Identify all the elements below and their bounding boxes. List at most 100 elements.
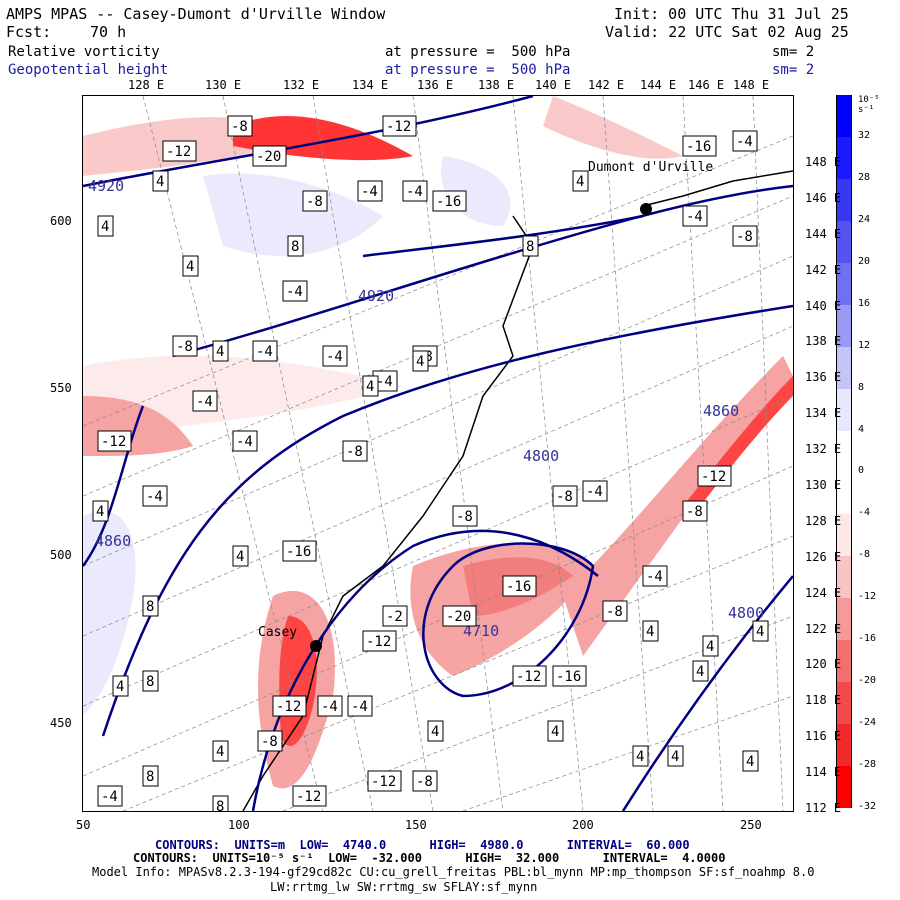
vorticity-label-box	[142, 485, 168, 507]
height-contour-label: 4920	[358, 287, 394, 305]
colorbar-segment	[836, 95, 852, 138]
vorticity-label-box	[172, 335, 198, 357]
vorticity-label-box	[382, 115, 417, 137]
colorbar-label: 24	[858, 213, 871, 225]
vorticity-label-box	[282, 280, 308, 302]
right-lon-label: 116 E	[805, 729, 842, 744]
station-marker	[640, 203, 652, 215]
right-lon-label: 122 E	[805, 621, 842, 636]
vorticity-label-box	[97, 785, 123, 807]
vorticity-label: 4	[216, 344, 224, 360]
vorticity-label: -12	[366, 634, 391, 650]
colorbar-label: -28	[858, 759, 877, 771]
vorticity-label-box	[522, 235, 539, 257]
vorticity-label: -4	[326, 349, 343, 365]
vorticity-label-box	[142, 670, 159, 692]
x-tick-label: 200	[572, 818, 594, 832]
field2-smoothing: sm= 2	[772, 62, 815, 78]
vorticity-label: 4	[551, 724, 559, 740]
vorticity-label-box	[692, 660, 709, 682]
colorbar-label: 4	[858, 423, 865, 435]
footer-model-info: Model Info: MPASv8.2.3-194-gf29cd82c CU:…	[92, 865, 815, 879]
vorticity-label: -8	[556, 489, 573, 505]
vorticity-label: 4	[706, 639, 714, 655]
top-lon-label: 134 E	[352, 78, 389, 92]
vorticity-label: -20	[446, 609, 471, 625]
station-marker	[310, 640, 322, 652]
vorticity-label-box	[252, 340, 278, 362]
vorticity-label-box	[292, 785, 327, 807]
colorbar-segment	[836, 346, 852, 390]
height-contour-label: 4860	[95, 532, 131, 550]
x-tick-label: 150	[405, 818, 427, 832]
top-lon-label: 148 E	[733, 78, 770, 92]
vorticity-label-box	[287, 235, 304, 257]
vorticity-label: -4	[351, 699, 368, 715]
vorticity-label-box	[272, 695, 307, 717]
colorbar-label: 0	[858, 465, 865, 477]
vorticity-label: -4	[736, 134, 753, 150]
vorticity-label-box	[412, 350, 429, 372]
vorticity-label: 4	[756, 624, 764, 640]
footer-height-contours: CONTOURS: UNITS=m LOW= 4740.0 HIGH= 4980…	[155, 838, 690, 852]
footer-vorticity-contours: CONTOURS: UNITS=10⁻⁵ s⁻¹ LOW= -32.000 HI…	[133, 851, 726, 865]
colorbar-label: -8	[858, 549, 871, 561]
right-lon-label: 124 E	[805, 585, 842, 600]
right-lon-label: 132 E	[805, 442, 842, 457]
vorticity-label: -4	[646, 569, 663, 585]
vorticity-label: -8	[306, 194, 323, 210]
vorticity-label-box	[572, 170, 589, 192]
vorticity-label: -12	[386, 119, 411, 135]
map-panel: Dumont d'Urville Casey 4920 4800 4860 4860 4…	[82, 95, 794, 812]
plot-title: AMPS MPAS -- Casey-Dumont d'Urville Wind…	[6, 5, 386, 23]
colorbar-label: -16	[858, 633, 877, 645]
vorticity-label-box	[552, 665, 587, 687]
vorticity-label: -8	[736, 229, 753, 245]
vorticity-label: -8	[231, 119, 248, 135]
vorticity-label: 4	[671, 749, 679, 765]
colorbar-label: 12	[858, 339, 871, 351]
right-lon-label: 142 E	[805, 262, 842, 277]
vorticity-label: 4	[576, 174, 584, 190]
vorticity-label: 4	[216, 744, 224, 760]
vorticity-label: -16	[506, 579, 531, 595]
colorbar-segment	[836, 766, 852, 809]
station-label-dumont: Dumont d'Urville	[588, 160, 713, 175]
vorticity-label-box	[682, 205, 708, 227]
top-lon-label: 146 E	[688, 78, 725, 92]
vorticity-label-box	[317, 695, 343, 717]
right-lon-label: 130 E	[805, 478, 842, 492]
right-lon-label: 144 E	[805, 226, 842, 241]
vorticity-label: -8	[456, 509, 473, 525]
vorticity-label-box	[212, 795, 229, 811]
vorticity-label: -12	[701, 469, 726, 485]
vorticity-label-box	[367, 770, 402, 792]
forecast-hour: 70 h	[90, 23, 127, 41]
right-lon-label: 134 E	[805, 406, 842, 421]
vorticity-label-box	[632, 745, 649, 767]
vorticity-label-box	[427, 720, 444, 742]
right-lon-label: 148 E	[805, 155, 842, 169]
colorbar-segment	[836, 136, 852, 180]
vorticity-label-box	[382, 605, 408, 627]
vorticity-label: 4	[96, 504, 104, 520]
vorticity-label-box	[512, 665, 547, 687]
vorticity-label-box	[452, 505, 478, 527]
vorticity-label-box	[702, 635, 719, 657]
vorticity-label-box	[212, 740, 229, 762]
vorticity-label: -20	[256, 149, 281, 165]
vorticity-label-box	[682, 135, 717, 157]
colorbar-label: 20	[858, 255, 871, 267]
colorbar-segment	[836, 388, 852, 432]
vorticity-label-box	[342, 440, 368, 462]
colorbar-segment	[836, 640, 852, 683]
vorticity-label-box	[502, 575, 537, 597]
vorticity-label-box	[232, 430, 258, 452]
vorticity-label-box	[752, 620, 769, 642]
vorticity-label-box	[682, 500, 708, 522]
colorbar-segment	[836, 178, 852, 222]
field2-level: at pressure = 500 hPa	[385, 62, 571, 78]
vorticity-label: 8	[146, 599, 154, 615]
vorticity-label-box	[732, 225, 758, 247]
top-lon-label: 140 E	[535, 78, 572, 92]
